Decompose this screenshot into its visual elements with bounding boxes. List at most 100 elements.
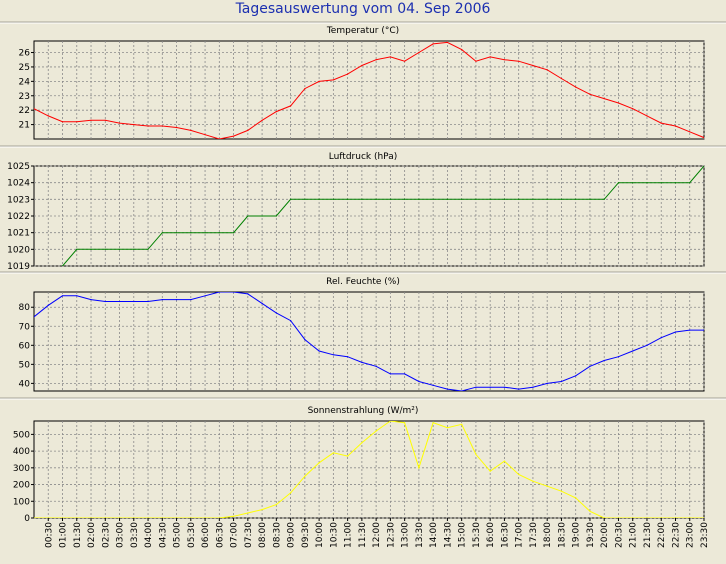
x-tick-label: 03:30 [130, 522, 140, 548]
y-tick-label: 100 [13, 497, 30, 507]
y-tick-label: 23 [19, 92, 30, 102]
data-point [204, 517, 206, 518]
data-point [118, 300, 121, 303]
data-point [660, 122, 662, 124]
x-tick-label: 05:30 [187, 522, 197, 548]
data-point [475, 60, 477, 62]
data-point [61, 295, 64, 297]
data-point [261, 302, 263, 304]
y-tick-label: 400 [13, 447, 30, 457]
data-point [190, 232, 192, 234]
x-tick-label: 23:30 [700, 522, 710, 548]
data-point [247, 215, 249, 217]
y-tick-label: 25 [19, 63, 30, 73]
data-point [76, 248, 78, 250]
x-tick-label: 07:30 [244, 522, 254, 548]
data-point [389, 421, 391, 422]
data-point [47, 115, 49, 117]
data-point [34, 316, 35, 318]
y-tick-label: 500 [13, 430, 30, 440]
x-tick-label: 22:00 [657, 522, 667, 548]
data-point [275, 111, 277, 113]
x-tick-label: 20:30 [615, 522, 625, 548]
x-tick-label: 12:00 [372, 522, 382, 548]
x-tick-label: 22:30 [672, 522, 682, 548]
data-point [361, 198, 363, 200]
data-point [176, 126, 178, 129]
data-point [361, 442, 363, 444]
data-point [546, 382, 548, 384]
data-point [218, 292, 220, 293]
data-point [546, 69, 548, 71]
x-tick-label: 02:00 [87, 522, 97, 548]
data-point [575, 375, 577, 377]
data-point [404, 422, 406, 424]
x-tick-label: 08:00 [258, 522, 268, 548]
data-point [347, 198, 349, 200]
data-point [176, 517, 178, 518]
x-tick-label: 16:30 [500, 522, 510, 548]
data-point [247, 129, 249, 131]
data-point [161, 125, 163, 127]
x-tick-label: 01:30 [73, 522, 83, 548]
data-point [660, 517, 662, 518]
x-tick-label: 10:30 [329, 522, 339, 548]
data-point [375, 365, 377, 367]
data-point [233, 232, 235, 234]
x-tick-label: 15:30 [472, 522, 482, 548]
data-point [161, 232, 163, 234]
data-point [617, 102, 620, 104]
chart-title: Luftdruck (hPa) [329, 152, 398, 162]
data-point [318, 462, 320, 464]
x-tick-label: 04:00 [144, 522, 154, 548]
data-point [204, 232, 206, 234]
data-point [304, 475, 306, 477]
x-tick-label: 06:00 [201, 522, 211, 548]
x-tick-label: 19:30 [586, 522, 596, 548]
data-point [261, 119, 263, 121]
y-tick-label: 300 [13, 464, 30, 474]
data-point [389, 56, 391, 58]
data-point [617, 356, 620, 358]
y-tick-label: 80 [19, 303, 31, 313]
x-tick-label: 15:00 [458, 522, 468, 548]
data-point [147, 300, 149, 303]
data-point [689, 329, 691, 331]
data-point [90, 517, 92, 518]
chart-title: Temperatur (°C) [326, 26, 399, 36]
data-point [489, 470, 491, 472]
data-point [518, 198, 520, 200]
data-point [318, 350, 320, 352]
data-point [190, 129, 192, 131]
y-tick-label: 1021 [7, 229, 30, 239]
data-point [275, 215, 277, 217]
data-point [34, 108, 35, 110]
x-tick-label: 18:30 [557, 522, 567, 548]
data-point [689, 517, 691, 518]
data-point [518, 60, 520, 62]
data-point [674, 125, 677, 127]
y-tick-label: 1025 [7, 162, 30, 172]
x-tick-label: 06:30 [215, 522, 225, 548]
data-point [133, 248, 135, 250]
data-point [233, 292, 235, 293]
data-point [674, 517, 677, 518]
data-point [290, 492, 292, 494]
data-point [546, 485, 548, 487]
data-point [118, 122, 121, 124]
data-point [233, 515, 235, 517]
data-point [90, 119, 92, 121]
data-point [532, 386, 534, 388]
data-point [446, 427, 448, 429]
x-tick-label: 04:30 [158, 522, 168, 548]
data-point [632, 108, 634, 110]
x-tick-label: 11:00 [344, 522, 354, 548]
data-point [361, 361, 363, 363]
data-point [689, 131, 691, 133]
data-point [218, 232, 220, 234]
data-point [34, 517, 35, 518]
chart-panel-0: Temperatur (°C) 21 22 23 24 25 26 [0, 21, 726, 140]
x-tick-label: 20:00 [600, 522, 610, 548]
data-point [560, 490, 563, 492]
